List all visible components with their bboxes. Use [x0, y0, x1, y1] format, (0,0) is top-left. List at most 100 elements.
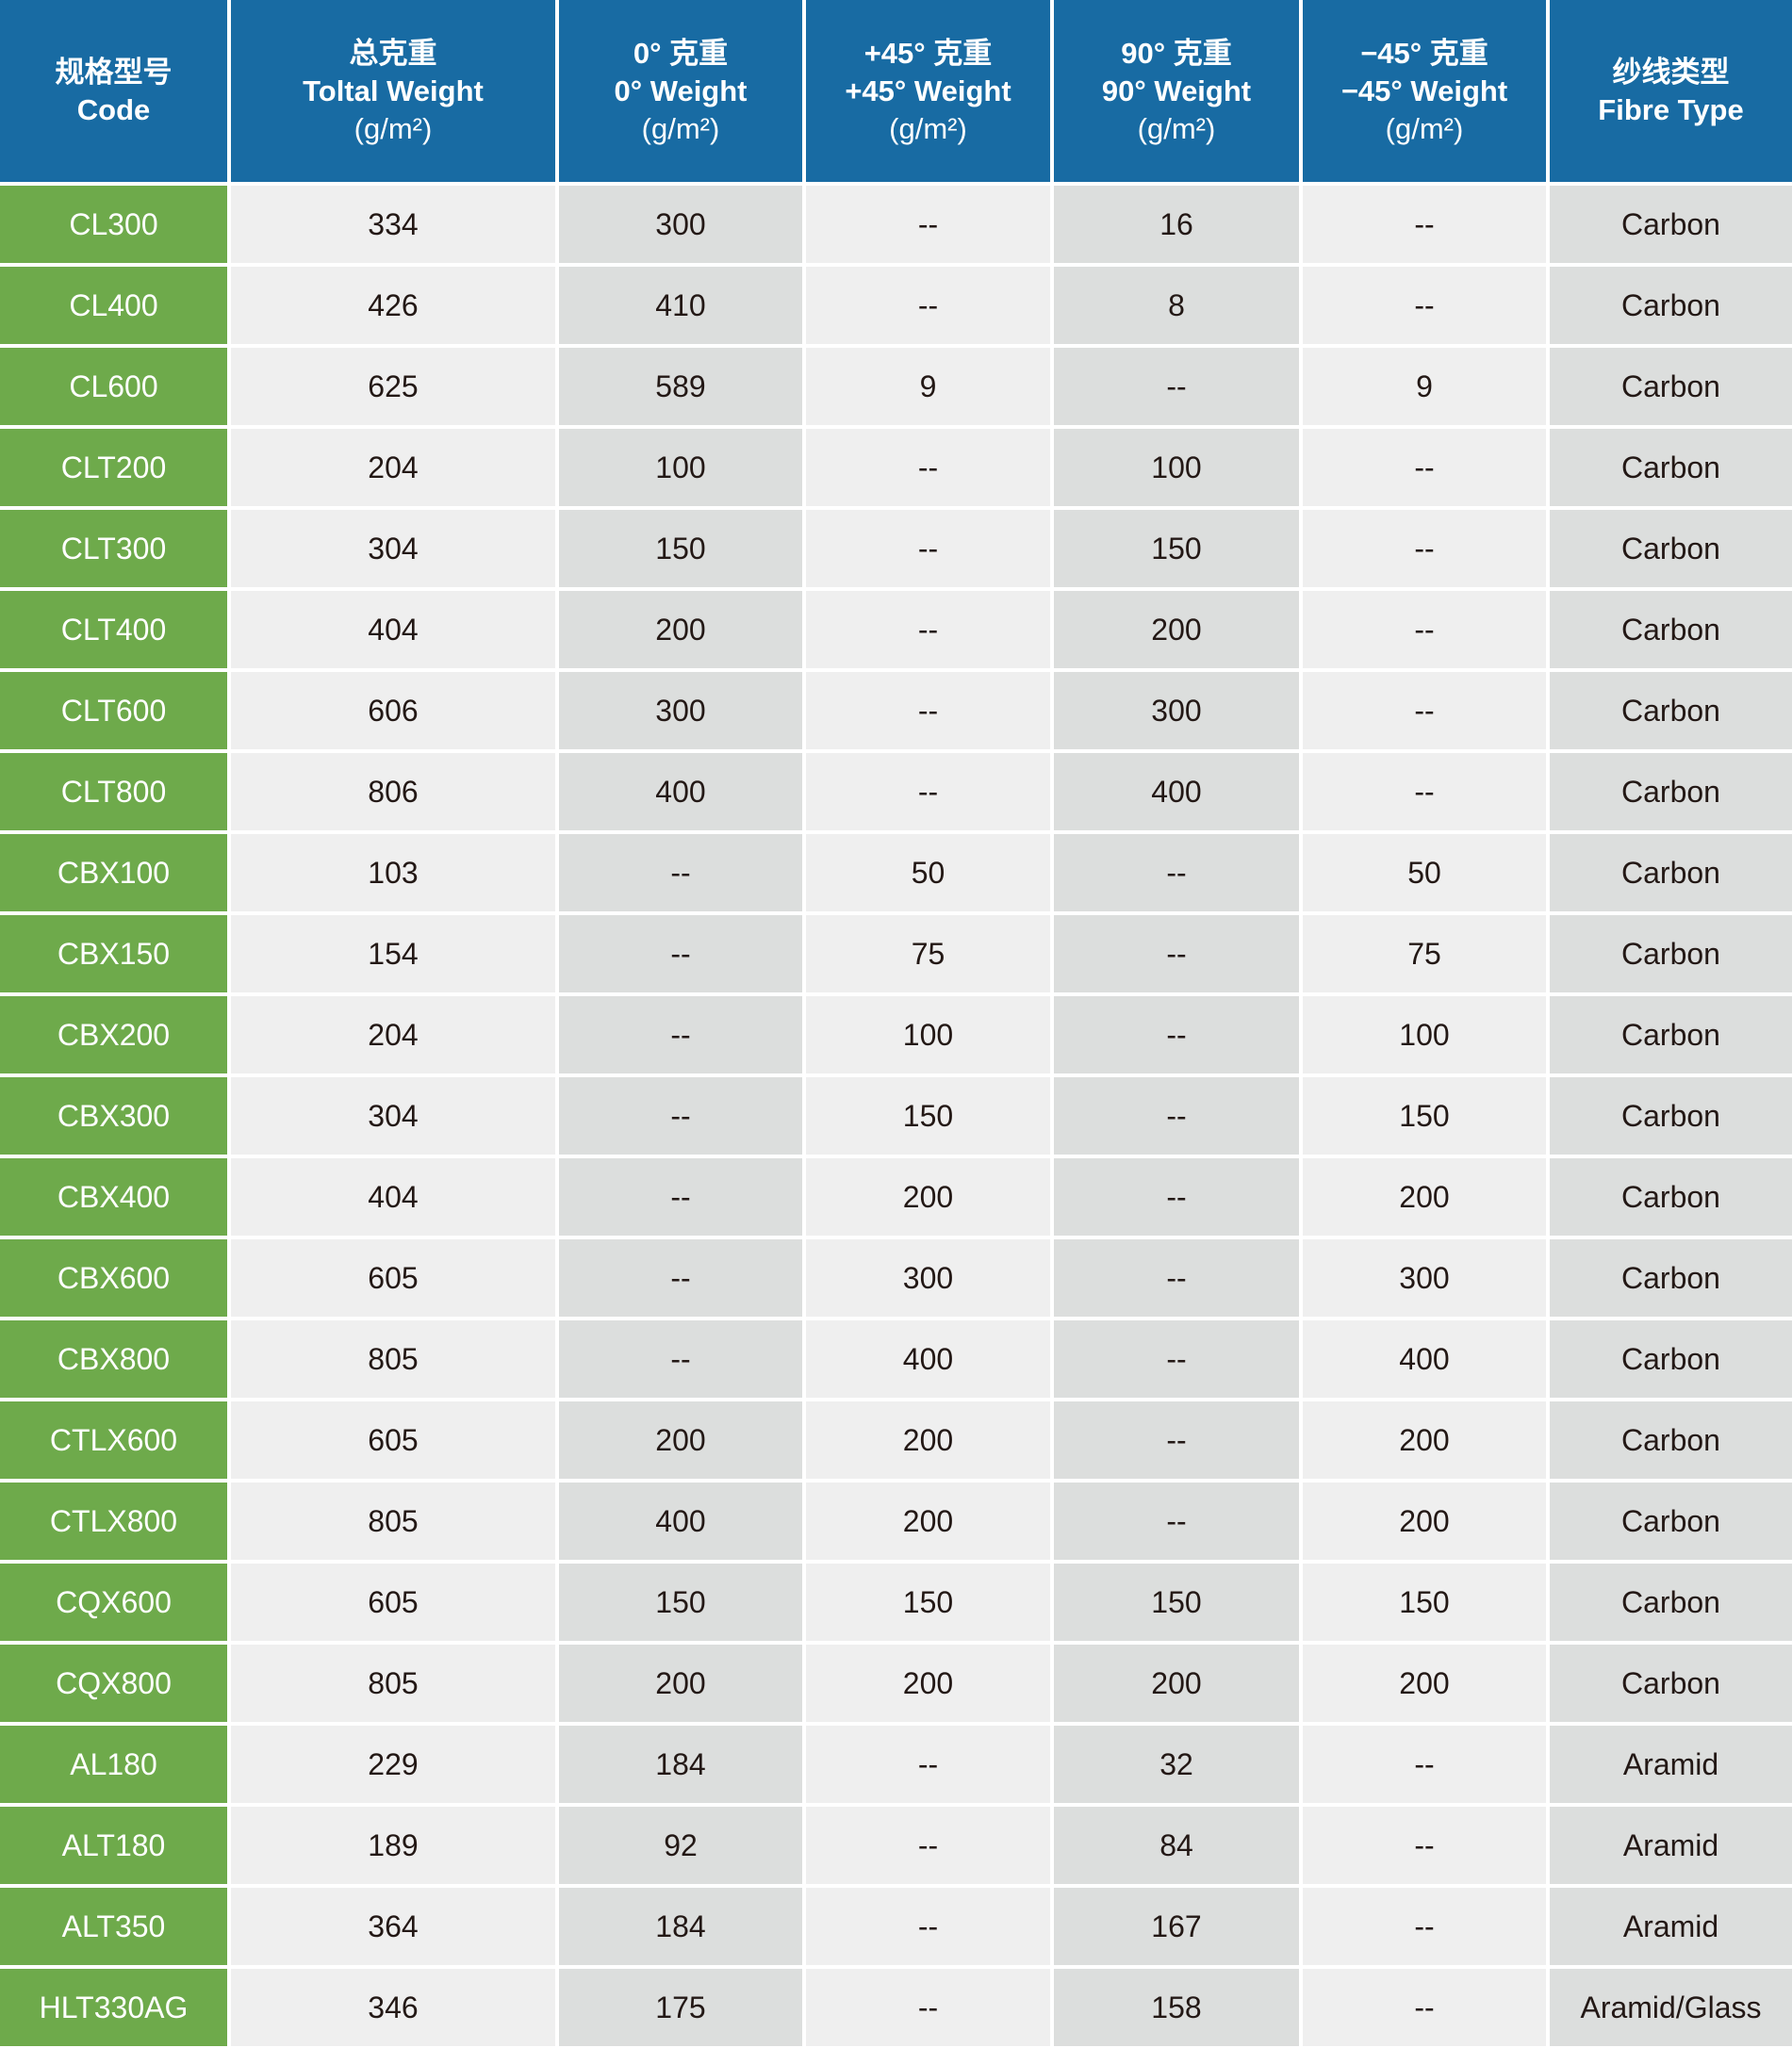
cell-weight-minus45: --: [1303, 1969, 1546, 2046]
cell-weight-minus45: 200: [1303, 1401, 1546, 1479]
cell-weight-90: 150: [1054, 1564, 1299, 1641]
cell-weight-minus45: 200: [1303, 1158, 1546, 1236]
cell-weight-plus45: --: [806, 510, 1050, 587]
cell-code: CBX200: [0, 996, 227, 1073]
header-unit: (g/m²): [641, 111, 720, 145]
cell-fibre-type: Carbon: [1550, 834, 1792, 911]
cell-weight-0: 410: [559, 267, 802, 344]
cell-total-weight: 334: [231, 186, 555, 263]
cell-total-weight: 404: [231, 1158, 555, 1236]
cell-weight-0: 300: [559, 672, 802, 749]
cell-weight-90: --: [1054, 1158, 1299, 1236]
cell-weight-plus45: 75: [806, 915, 1050, 992]
cell-weight-minus45: 75: [1303, 915, 1546, 992]
cell-weight-plus45: 200: [806, 1158, 1050, 1236]
cell-fibre-type: Carbon: [1550, 1401, 1792, 1479]
cell-total-weight: 805: [231, 1320, 555, 1398]
header-zh: 规格型号: [55, 55, 173, 89]
header-weight-0: 0° 克重 0° Weight (g/m²): [559, 0, 802, 182]
cell-weight-0: --: [559, 1158, 802, 1236]
cell-weight-90: --: [1054, 1239, 1299, 1317]
cell-total-weight: 189: [231, 1807, 555, 1884]
cell-total-weight: 229: [231, 1726, 555, 1803]
cell-weight-0: 175: [559, 1969, 802, 2046]
cell-code: CTLX800: [0, 1483, 227, 1560]
cell-fibre-type: Aramid: [1550, 1726, 1792, 1803]
cell-weight-minus45: 200: [1303, 1483, 1546, 1560]
header-unit: (g/m²): [353, 111, 433, 145]
cell-weight-minus45: --: [1303, 510, 1546, 587]
header-weight-plus45: +45° 克重 +45° Weight (g/m²): [806, 0, 1050, 182]
cell-weight-plus45: 200: [806, 1645, 1050, 1722]
cell-fibre-type: Carbon: [1550, 996, 1792, 1073]
cell-code: CL300: [0, 186, 227, 263]
cell-code: CL600: [0, 348, 227, 425]
cell-weight-0: --: [559, 1320, 802, 1398]
cell-fibre-type: Carbon: [1550, 1564, 1792, 1641]
cell-weight-90: --: [1054, 915, 1299, 992]
cell-code: AL180: [0, 1726, 227, 1803]
cell-weight-90: 200: [1054, 591, 1299, 668]
header-unit: (g/m²): [1385, 111, 1464, 145]
cell-weight-90: 16: [1054, 186, 1299, 263]
header-zh: 0° 克重: [633, 36, 729, 70]
header-code: 规格型号 Code: [0, 0, 227, 182]
header-unit: (g/m²): [1137, 111, 1216, 145]
cell-total-weight: 625: [231, 348, 555, 425]
cell-weight-90: --: [1054, 834, 1299, 911]
cell-code: CLT600: [0, 672, 227, 749]
cell-fibre-type: Carbon: [1550, 348, 1792, 425]
cell-weight-minus45: --: [1303, 429, 1546, 506]
cell-weight-0: 400: [559, 1483, 802, 1560]
cell-weight-minus45: --: [1303, 1888, 1546, 1965]
cell-weight-plus45: 50: [806, 834, 1050, 911]
cell-weight-90: --: [1054, 1077, 1299, 1155]
cell-fibre-type: Carbon: [1550, 510, 1792, 587]
cell-weight-minus45: --: [1303, 186, 1546, 263]
cell-total-weight: 304: [231, 510, 555, 587]
cell-weight-90: 150: [1054, 510, 1299, 587]
cell-fibre-type: Carbon: [1550, 1239, 1792, 1317]
cell-weight-plus45: 100: [806, 996, 1050, 1073]
cell-weight-0: 150: [559, 510, 802, 587]
cell-total-weight: 805: [231, 1483, 555, 1560]
header-zh: −45° 克重: [1360, 36, 1488, 70]
cell-weight-90: 300: [1054, 672, 1299, 749]
cell-weight-plus45: --: [806, 1969, 1050, 2046]
cell-fibre-type: Aramid/Glass: [1550, 1969, 1792, 2046]
cell-code: CLT800: [0, 753, 227, 830]
cell-weight-plus45: --: [806, 591, 1050, 668]
cell-code: CBX800: [0, 1320, 227, 1398]
cell-code: CBX600: [0, 1239, 227, 1317]
cell-weight-0: 100: [559, 429, 802, 506]
header-unit: (g/m²): [889, 111, 967, 145]
cell-weight-90: --: [1054, 1483, 1299, 1560]
cell-weight-plus45: 300: [806, 1239, 1050, 1317]
cell-code: CLT400: [0, 591, 227, 668]
header-zh: +45° 克重: [863, 36, 993, 70]
header-en: +45° Weight: [845, 74, 1011, 107]
cell-weight-90: 400: [1054, 753, 1299, 830]
cell-fibre-type: Carbon: [1550, 1320, 1792, 1398]
cell-total-weight: 154: [231, 915, 555, 992]
cell-weight-plus45: 150: [806, 1564, 1050, 1641]
cell-weight-plus45: 400: [806, 1320, 1050, 1398]
header-total-weight: 总克重 Toltal Weight (g/m²): [231, 0, 555, 182]
cell-weight-plus45: --: [806, 1888, 1050, 1965]
header-en: Fibre Type: [1598, 92, 1744, 126]
cell-weight-0: --: [559, 915, 802, 992]
cell-weight-plus45: --: [806, 1807, 1050, 1884]
cell-weight-plus45: --: [806, 1726, 1050, 1803]
cell-code: CQX600: [0, 1564, 227, 1641]
cell-total-weight: 364: [231, 1888, 555, 1965]
cell-weight-plus45: --: [806, 429, 1050, 506]
cell-weight-minus45: 100: [1303, 996, 1546, 1073]
cell-fibre-type: Carbon: [1550, 915, 1792, 992]
cell-total-weight: 304: [231, 1077, 555, 1155]
cell-weight-90: --: [1054, 996, 1299, 1073]
cell-weight-90: 167: [1054, 1888, 1299, 1965]
cell-weight-plus45: --: [806, 267, 1050, 344]
cell-fibre-type: Carbon: [1550, 591, 1792, 668]
cell-code: CBX100: [0, 834, 227, 911]
cell-weight-0: 150: [559, 1564, 802, 1641]
